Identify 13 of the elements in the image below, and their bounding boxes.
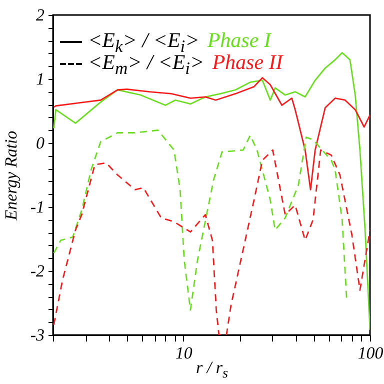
y-tick-label: 1 bbox=[36, 70, 44, 88]
y-tick-label: -1 bbox=[30, 198, 44, 216]
y-tick-label: 2 bbox=[36, 6, 45, 24]
y-tick-label: -2 bbox=[30, 262, 45, 280]
annotation: <E$_{k}$> / <E$_{i}$> bbox=[88, 28, 200, 56]
series-label: Phase II bbox=[212, 50, 283, 74]
x-tick-label: 10 bbox=[175, 344, 193, 362]
x-axis-title: r / r$_{s}$ bbox=[196, 358, 228, 382]
series-label: Phase I bbox=[207, 28, 271, 52]
x-tick-label: 100 bbox=[358, 344, 384, 362]
y-tick-label: -3 bbox=[30, 326, 44, 344]
y-tick-label: 0 bbox=[36, 134, 45, 152]
y-axis-title: Energy Ratio bbox=[1, 130, 20, 222]
